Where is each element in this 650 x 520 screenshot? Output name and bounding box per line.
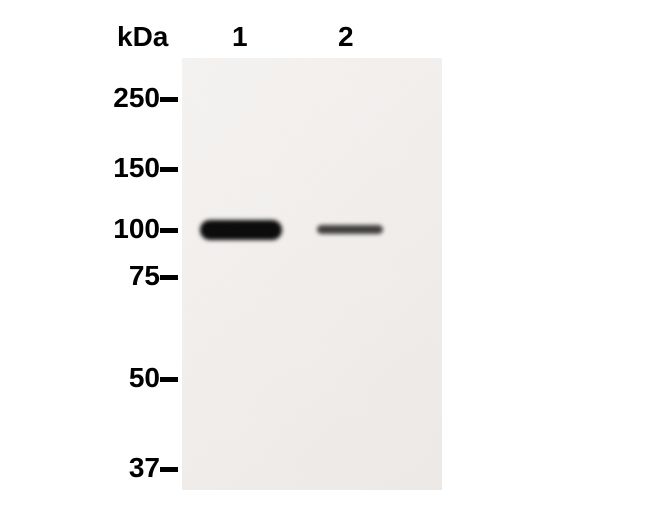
blot-figure: kDa 1 2 250 150 100 75 50 37 <box>0 0 650 520</box>
unit-label: kDa <box>117 21 168 53</box>
marker-tick-250 <box>160 97 178 102</box>
band-lane1 <box>200 220 282 240</box>
marker-label-75: 75 <box>90 260 160 292</box>
lane-label-1: 1 <box>232 21 248 53</box>
lane-label-2: 2 <box>338 21 354 53</box>
marker-tick-50 <box>160 377 178 382</box>
marker-label-37: 37 <box>90 452 160 484</box>
marker-tick-100 <box>160 228 178 233</box>
marker-tick-37 <box>160 467 178 472</box>
marker-label-100: 100 <box>90 213 160 245</box>
marker-label-250: 250 <box>90 82 160 114</box>
membrane-strip <box>182 58 442 490</box>
marker-label-50: 50 <box>90 362 160 394</box>
band-lane2 <box>317 225 383 234</box>
marker-tick-150 <box>160 167 178 172</box>
membrane-texture <box>182 58 442 490</box>
marker-label-150: 150 <box>90 152 160 184</box>
marker-tick-75 <box>160 275 178 280</box>
